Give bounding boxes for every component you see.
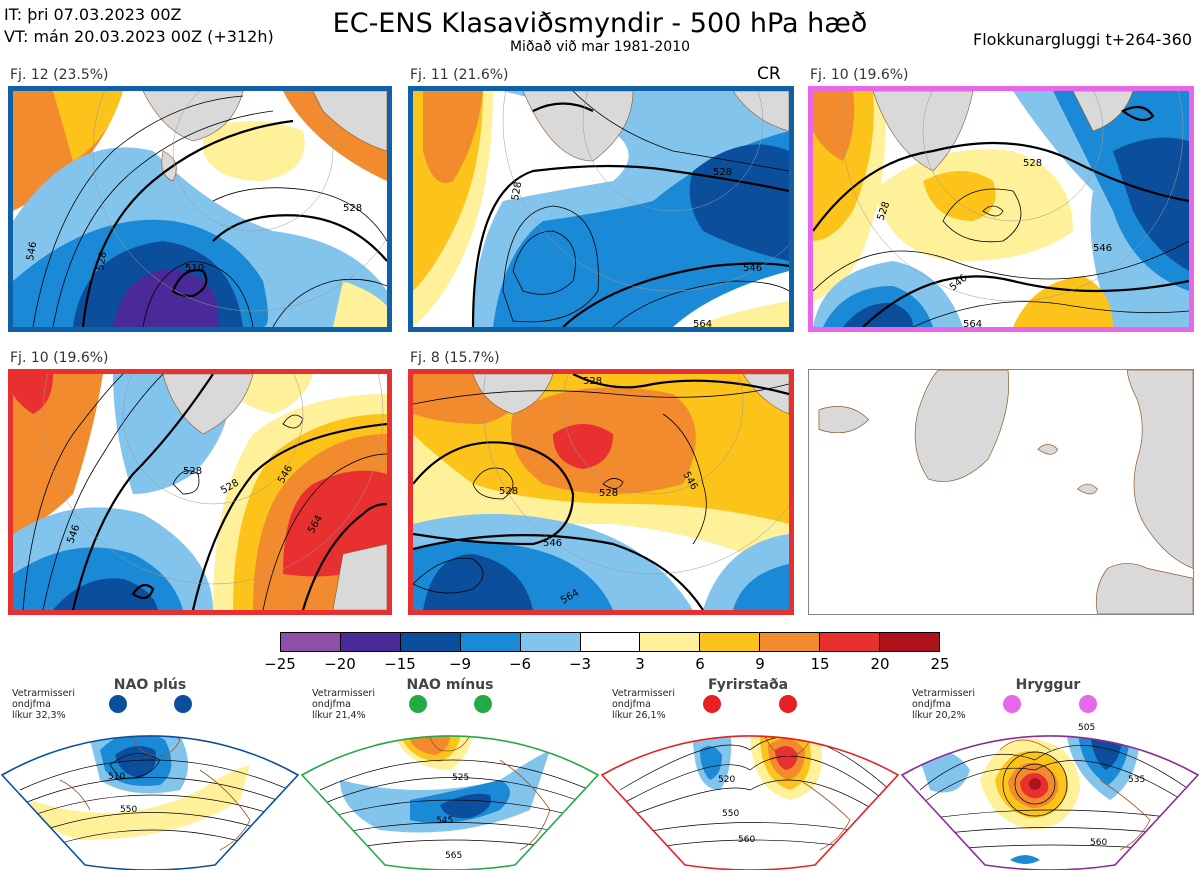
regime-note-1: Vetrarmisseri ondjfma líkur 32,3% — [12, 688, 75, 721]
cluster-label-2: Fj. 11 (21.6%) — [410, 67, 509, 83]
colorbar-swatch — [460, 633, 521, 651]
colorbar-tick: 20 — [870, 655, 890, 673]
svg-text:546: 546 — [543, 538, 562, 549]
regime-contour-label: 560 — [1090, 838, 1107, 848]
regime-contour-label: 560 — [738, 835, 755, 845]
svg-text:528: 528 — [510, 181, 524, 202]
regime-dot — [409, 695, 427, 713]
regime-map-nao-plus: 510 550 — [0, 695, 300, 870]
regime-contour-label: 520 — [718, 775, 735, 785]
colorbar-swatch — [281, 633, 341, 651]
regime-name-nao-plus: NAO plús — [113, 677, 187, 693]
colorbar-tick: −20 — [324, 655, 356, 673]
svg-text:546: 546 — [1093, 243, 1112, 254]
colorbar-tick: −9 — [448, 655, 472, 673]
cluster-map-4: 528 546 564 546 528 — [8, 369, 392, 615]
regime-dot — [474, 695, 492, 713]
regime-dot — [1003, 695, 1021, 713]
regime-note-2: Vetrarmisseri ondjfma líkur 21,4% — [312, 688, 375, 721]
svg-text:564: 564 — [963, 319, 982, 327]
cluster-label-3: Fj. 10 (19.6%) — [810, 67, 909, 83]
cluster-label-4: Fj. 10 (19.6%) — [10, 350, 109, 366]
cluster-map-1: 510 528 546 528 — [8, 86, 392, 332]
header-times: IT: þri 07.03.2023 00Z VT: mán 20.03.202… — [4, 4, 274, 48]
cluster-map-3: 528 528 546 546 564 — [808, 86, 1194, 332]
cluster-label-5: Fj. 8 (15.7%) — [410, 350, 500, 366]
cluster-map-2: 528 528 546 564 — [408, 86, 794, 332]
colorbar-swatch — [880, 633, 939, 651]
svg-text:528: 528 — [499, 486, 518, 497]
regime-map-nao-minus: 525 545 565 — [300, 695, 600, 870]
window-label: Flokkunargluggi t+264-360 — [973, 30, 1192, 49]
colorbar — [280, 632, 940, 652]
svg-text:528: 528 — [183, 466, 202, 477]
colorbar-tick: 15 — [810, 655, 830, 673]
regime-dot — [779, 695, 797, 713]
regime-contour-label: 550 — [120, 805, 137, 815]
page-subtitle: Miðað við mar 1981-2010 — [509, 39, 691, 55]
colorbar-swatch — [640, 633, 701, 651]
colorbar-tick: −15 — [384, 655, 416, 673]
cluster-label-1: Fj. 12 (23.5%) — [10, 67, 109, 83]
regime-contour-label: 545 — [436, 816, 453, 826]
empty-basemap-coastlines — [809, 370, 1193, 614]
svg-text:546: 546 — [743, 263, 762, 274]
colorbar-swatch — [760, 633, 821, 651]
colorbar-tick: 9 — [755, 655, 765, 673]
regime-name-blocking: Fyrirstaða — [707, 677, 789, 693]
regime-contour-label: 535 — [1128, 775, 1145, 785]
svg-text:510: 510 — [185, 263, 204, 274]
colorbar-tick: −25 — [264, 655, 296, 673]
regime-name-nao-minus: NAO mínus — [406, 677, 494, 693]
init-time: IT: þri 07.03.2023 00Z — [4, 5, 182, 24]
regime-contour-label: 525 — [452, 773, 469, 783]
svg-text:528: 528 — [583, 376, 602, 387]
page-title: EC-ENS Klasaviðsmyndir - 500 hPa hæð — [332, 8, 868, 39]
svg-text:528: 528 — [713, 167, 732, 178]
regime-dot — [1079, 695, 1097, 713]
empty-basemap — [808, 369, 1194, 615]
colorbar-swatch — [820, 633, 881, 651]
valid-time: VT: mán 20.03.2023 00Z (+312h) — [4, 27, 274, 46]
svg-text:528: 528 — [95, 251, 109, 272]
cluster-map-5: 528 528 528 546 546 564 — [408, 369, 794, 615]
cluster-map-2-field: 528 528 546 564 — [413, 91, 789, 327]
svg-text:546: 546 — [25, 241, 39, 262]
colorbar-swatch — [700, 633, 761, 651]
colorbar-tick: −6 — [508, 655, 532, 673]
colorbar-swatch — [340, 633, 401, 651]
colorbar-swatch — [580, 633, 641, 651]
cluster-map-1-field: 510 528 546 528 — [13, 91, 387, 327]
regime-contour-label: 505 — [1078, 723, 1095, 733]
regime-contour-label: 510 — [108, 772, 125, 782]
colorbar-swatch — [400, 633, 461, 651]
colorbar-swatch — [520, 633, 581, 651]
svg-text:564: 564 — [693, 319, 712, 327]
regime-note-4: Vetrarmisseri ondjfma líkur 20,2% — [912, 688, 975, 721]
regime-note-3: Vetrarmisseri ondjfma líkur 26,1% — [612, 688, 675, 721]
svg-text:528: 528 — [599, 488, 618, 499]
regime-name-ridge: Hryggur — [1015, 677, 1081, 693]
regime-dot — [703, 695, 721, 713]
colorbar-tick: 6 — [695, 655, 705, 673]
cr-tag: CR — [757, 64, 781, 84]
regime-map-ridge: 505 535 560 — [900, 695, 1200, 870]
colorbar-tick: 3 — [635, 655, 645, 673]
regime-dot — [109, 695, 127, 713]
colorbar-tick: 25 — [930, 655, 950, 673]
colorbar-tick: −3 — [568, 655, 592, 673]
regime-dot — [174, 695, 192, 713]
regime-map-blocking: 520 550 560 — [600, 695, 900, 870]
regime-contour-label: 565 — [445, 851, 462, 861]
svg-text:528: 528 — [1023, 158, 1042, 169]
svg-text:528: 528 — [343, 203, 362, 214]
regime-contour-label: 550 — [722, 809, 739, 819]
